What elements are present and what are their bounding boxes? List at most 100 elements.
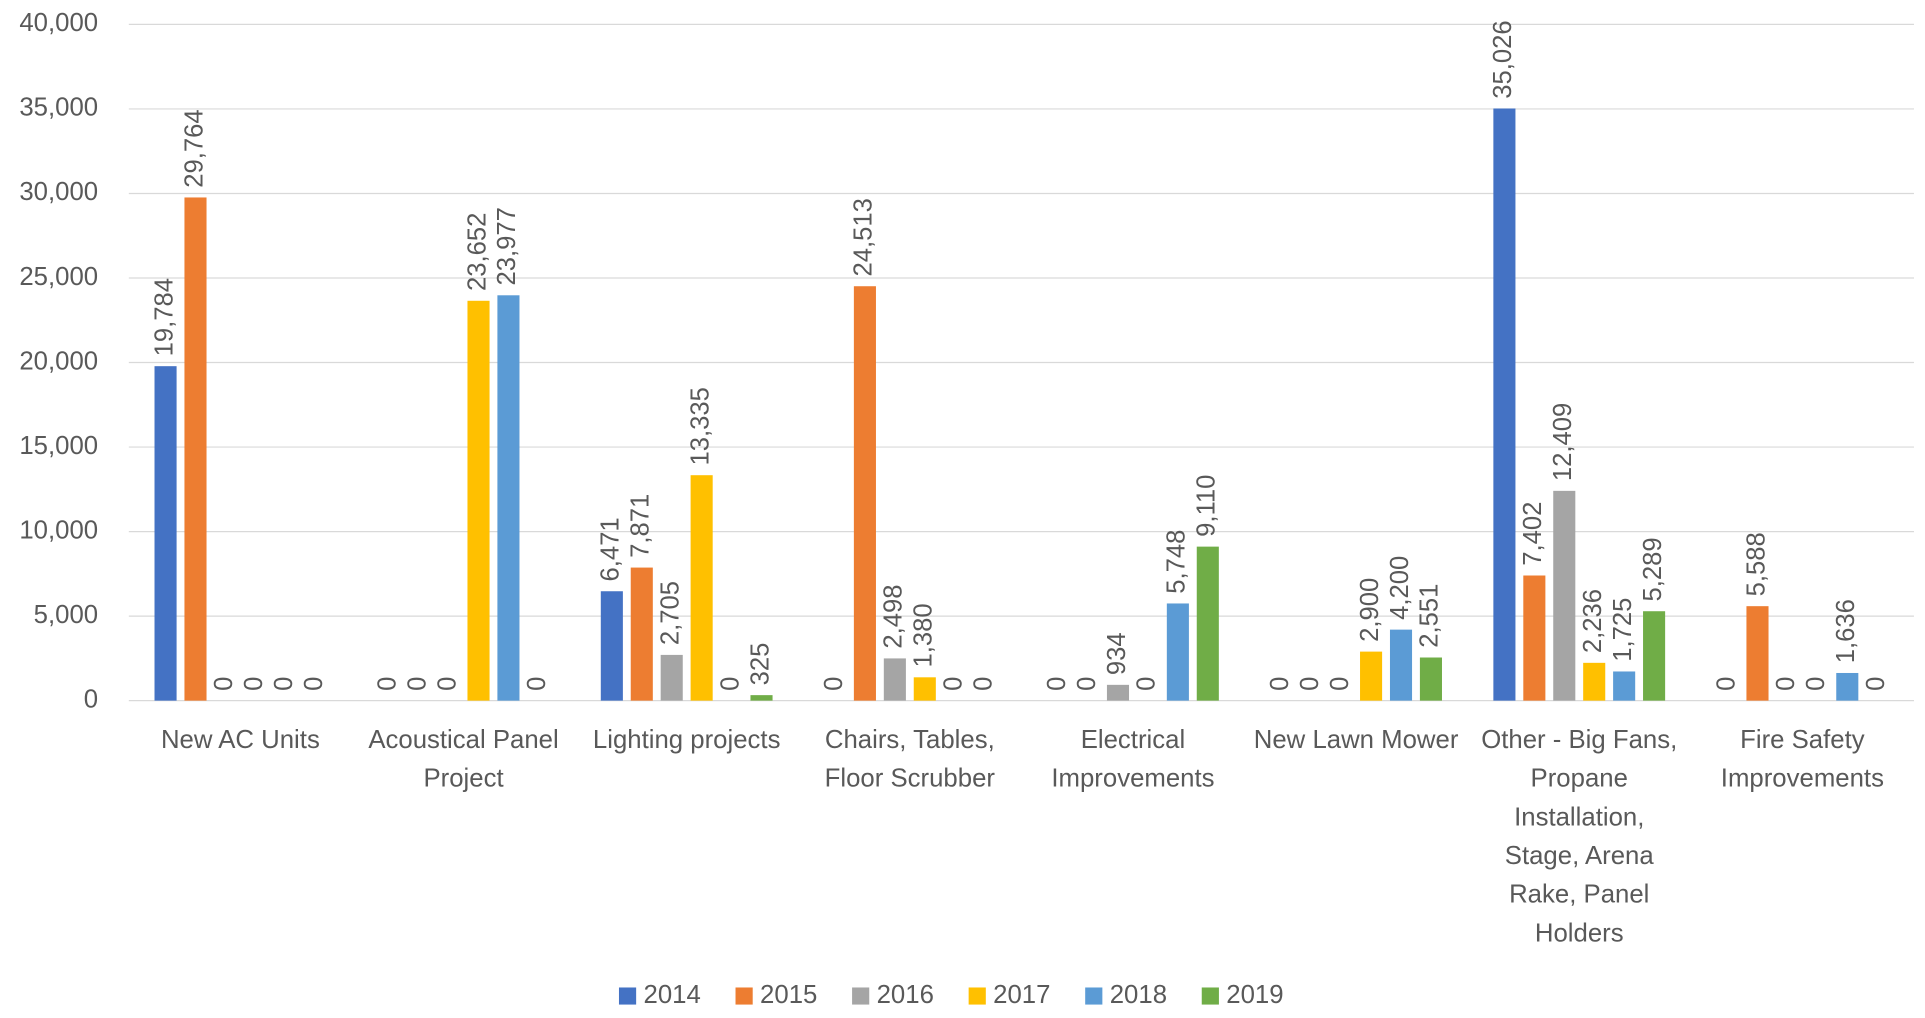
bar xyxy=(853,286,876,701)
bar xyxy=(1166,603,1189,701)
data-label: 2,236 xyxy=(1579,589,1607,653)
data-label: 0 xyxy=(1802,677,1830,691)
data-label: 0 xyxy=(1772,677,1800,691)
x-tick-label: Fire Safety Improvements xyxy=(1721,726,1884,793)
x-tick-label: Other - Big Fans, Propane Installation, Sta… xyxy=(1481,726,1677,947)
data-label: 12,409 xyxy=(1549,403,1577,481)
data-label: 0 xyxy=(523,677,551,691)
bar xyxy=(1613,671,1636,701)
bar xyxy=(467,300,490,701)
y-tick-label: 15,000 xyxy=(19,432,98,460)
bar xyxy=(1553,490,1576,701)
legend-swatch xyxy=(1085,987,1103,1005)
bar xyxy=(1106,684,1130,701)
legend-label: 2014 xyxy=(644,981,701,1009)
data-label: 0 xyxy=(1266,677,1294,691)
legend-swatch xyxy=(852,987,870,1005)
bar xyxy=(1746,606,1769,701)
y-tick-label: 35,000 xyxy=(19,94,98,122)
bar xyxy=(1360,651,1383,701)
data-label: 19,784 xyxy=(150,278,178,356)
legend-label: 2016 xyxy=(877,981,934,1009)
bar xyxy=(184,197,207,701)
bar xyxy=(1836,672,1859,701)
data-label: 0 xyxy=(716,677,744,691)
data-label: 13,335 xyxy=(686,387,714,465)
data-label: 0 xyxy=(373,677,401,691)
data-label: 5,289 xyxy=(1639,537,1667,601)
data-label: 35,026 xyxy=(1489,20,1517,98)
data-label: 29,764 xyxy=(180,109,208,187)
bar xyxy=(1493,108,1516,701)
legend-swatch xyxy=(618,987,637,1005)
bar xyxy=(660,654,683,701)
x-tick-label: New Lawn Mower xyxy=(1254,726,1459,754)
data-label: 0 xyxy=(820,677,848,691)
data-label: 0 xyxy=(270,677,298,691)
data-label: 6,471 xyxy=(597,517,625,581)
bar xyxy=(913,677,936,701)
legend-swatch xyxy=(1201,987,1219,1005)
y-tick-label: 10,000 xyxy=(19,516,98,544)
data-label: 9,110 xyxy=(1193,475,1221,537)
y-tick-label: 30,000 xyxy=(19,178,98,206)
data-label: 0 xyxy=(1133,677,1161,691)
bar xyxy=(1583,662,1606,701)
y-tick-label: 5,000 xyxy=(34,601,98,629)
data-label: 7,402 xyxy=(1519,502,1547,566)
x-tick-label: Lighting projects xyxy=(593,726,781,754)
data-label: 5,588 xyxy=(1742,532,1770,596)
data-label: 0 xyxy=(240,677,268,691)
legend-label: 2017 xyxy=(993,981,1050,1009)
bar xyxy=(600,591,623,701)
data-label: 1,725 xyxy=(1609,598,1637,662)
y-tick-label: 20,000 xyxy=(19,347,98,375)
data-label: 24,513 xyxy=(850,198,878,276)
data-label: 0 xyxy=(1073,677,1101,691)
data-label: 0 xyxy=(1296,677,1324,691)
y-tick-label: 25,000 xyxy=(19,263,98,291)
data-label: 0 xyxy=(433,677,461,691)
bar xyxy=(630,567,653,701)
data-label: 4,200 xyxy=(1386,556,1414,620)
data-label: 23,652 xyxy=(463,213,491,291)
x-tick-label: Acoustical Panel Project xyxy=(368,726,558,793)
legend-label: 2018 xyxy=(1110,981,1167,1009)
bar xyxy=(883,658,906,701)
data-label: 0 xyxy=(1043,677,1071,691)
x-tick-label: Chairs, Tables, Floor Scrubber xyxy=(825,726,996,793)
bar xyxy=(1523,575,1546,701)
data-label: 0 xyxy=(939,677,967,691)
data-label: 934 xyxy=(1103,632,1131,675)
legend-swatch xyxy=(735,987,753,1005)
bar xyxy=(497,295,520,701)
data-label: 2,705 xyxy=(656,581,684,645)
data-label: 7,871 xyxy=(627,494,655,558)
x-tick-label: New AC Units xyxy=(161,726,320,754)
bar xyxy=(1196,546,1219,701)
data-label: 0 xyxy=(1712,677,1740,691)
data-label: 1,636 xyxy=(1832,599,1860,663)
y-tick-label: 40,000 xyxy=(19,9,98,37)
legend-label: 2019 xyxy=(1226,981,1283,1009)
bar xyxy=(690,475,713,701)
data-label: 2,498 xyxy=(880,585,908,649)
data-label: 0 xyxy=(300,677,328,691)
data-label: 23,977 xyxy=(493,207,521,285)
data-label: 0 xyxy=(210,677,238,691)
bar xyxy=(1419,657,1442,701)
data-label: 2,900 xyxy=(1356,578,1384,642)
data-label: 0 xyxy=(969,677,997,691)
bar xyxy=(1643,611,1666,701)
bar xyxy=(750,695,773,701)
data-label: 2,551 xyxy=(1416,584,1444,648)
data-label: 0 xyxy=(1862,677,1890,691)
legend-label: 2015 xyxy=(760,981,817,1009)
data-label: 0 xyxy=(403,677,431,691)
data-label: 1,380 xyxy=(910,603,938,667)
data-label: 5,748 xyxy=(1163,530,1191,594)
bar xyxy=(1389,629,1413,701)
bar xyxy=(154,366,177,701)
